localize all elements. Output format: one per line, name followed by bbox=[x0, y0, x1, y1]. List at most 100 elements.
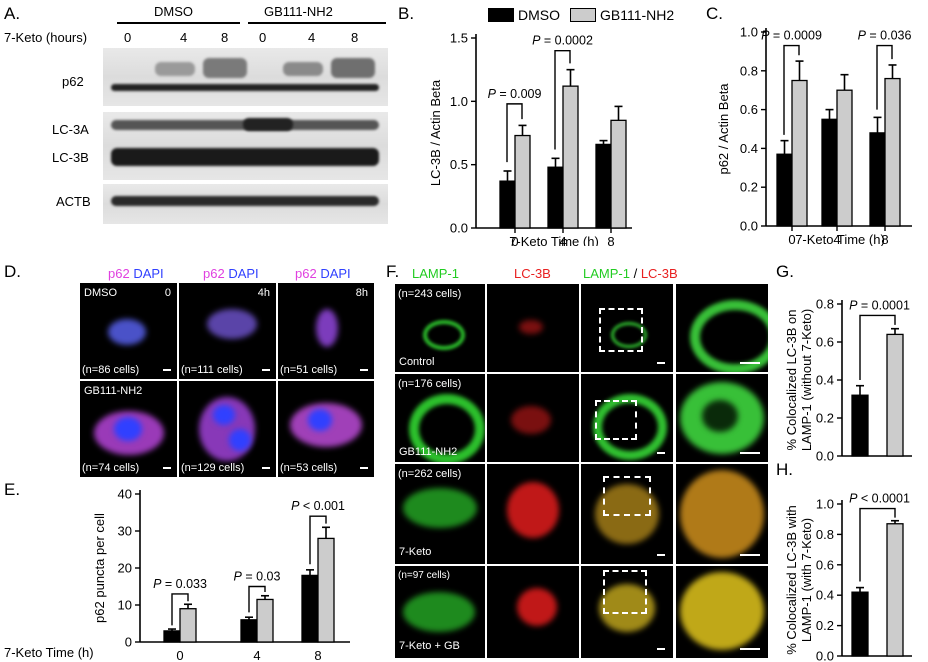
p-value-label: P = 0.0002 bbox=[532, 34, 593, 48]
header-lamp1: LAMP-1 bbox=[412, 266, 459, 281]
micrograph-f-ketogb-merge bbox=[581, 566, 673, 658]
bar bbox=[256, 598, 274, 643]
y-tick-label: 40 bbox=[118, 487, 132, 502]
micrograph-f-keto-lc3b bbox=[487, 464, 579, 564]
bar bbox=[851, 591, 869, 657]
significance-bracket bbox=[171, 593, 189, 626]
micrograph-f-keto-zoom bbox=[676, 464, 768, 564]
micrograph-f-gb-lamp: (n=176 cells) GB111-NH2 bbox=[395, 374, 485, 462]
y-tick-label: 20 bbox=[118, 561, 132, 576]
x-tick-label: 4 bbox=[559, 234, 566, 246]
significance-bracket bbox=[248, 585, 266, 613]
micrograph-f-control-lc3b bbox=[487, 284, 579, 372]
x-axis-label: 7-Keto Time (h) bbox=[795, 232, 885, 246]
y-tick-label: 0.6 bbox=[816, 557, 834, 572]
bar bbox=[776, 153, 793, 227]
panel-letter-d: D. bbox=[4, 262, 21, 281]
chart-b: 0.0 0.5 1.0 1.5 LC-3B / Actin Beta 0 4 8 7-Keto … bbox=[428, 31, 632, 246]
blot-time: 0 bbox=[259, 30, 267, 45]
x-axis-label: 7-Keto Time (h) bbox=[509, 234, 599, 246]
bar bbox=[886, 523, 904, 657]
micrograph-f-gb-merge bbox=[581, 374, 673, 462]
micrograph-f-ketogb-lc3b bbox=[487, 566, 579, 658]
micrograph-d-dmso-4: 4h (n=111 cells) bbox=[179, 283, 276, 379]
y-axis-label: LAMP-1 (with 7-Keto) bbox=[799, 518, 814, 642]
bar bbox=[884, 77, 901, 227]
bar bbox=[869, 132, 886, 227]
chart-c: 0.0 0.2 0.4 0.6 0.8 1.0 p62 / Actin Beta 0 4 87-K… bbox=[716, 26, 912, 246]
header-p62: p62 bbox=[295, 266, 317, 281]
bar bbox=[547, 166, 564, 229]
y-tick-label: 0.8 bbox=[740, 63, 758, 78]
y-tick-label: 0.0 bbox=[816, 649, 834, 662]
micrograph-d-gb-4: (n=129 cells) bbox=[179, 381, 276, 477]
micrograph-d-dmso-0: DMSO 0 (n=86 cells) bbox=[80, 283, 177, 379]
blot-group-underline-dmso bbox=[117, 22, 240, 24]
y-tick-label: 0.4 bbox=[816, 588, 834, 603]
p-value-label: P = 0.0009 bbox=[761, 29, 822, 43]
x-tick-label: 0 bbox=[511, 234, 518, 246]
bar bbox=[301, 574, 319, 643]
micrograph-f-ketogb-zoom bbox=[676, 566, 768, 658]
y-tick-label: 30 bbox=[118, 524, 132, 539]
bar bbox=[179, 608, 197, 643]
x-tick-label: 4 bbox=[833, 232, 840, 246]
y-tick-label: 0.0 bbox=[816, 449, 834, 464]
bar bbox=[514, 134, 531, 229]
micrograph-d-gb-0: GB111-NH2 (n=74 cells) bbox=[80, 381, 177, 477]
blot-group-dmso: DMSO bbox=[154, 4, 193, 19]
y-tick-label: 0.4 bbox=[816, 373, 834, 388]
y-tick-label: 0.2 bbox=[816, 618, 834, 633]
chart-h: 0.0 0.2 0.4 0.6 0.8 1.0 % Colocalized LC-3B wi… bbox=[784, 492, 912, 662]
blot-time: 8 bbox=[221, 30, 229, 45]
blot-strip-actb bbox=[103, 184, 388, 224]
micrograph-f-ketogb-lamp: (n=97 cells) 7-Keto + GB bbox=[395, 566, 485, 658]
header-lamp1: LAMP-1 bbox=[583, 266, 630, 281]
y-axis-label: p62 / Actin Beta bbox=[716, 83, 731, 175]
p-value-label: P = 0.03 bbox=[234, 570, 281, 584]
significance-bracket bbox=[506, 103, 523, 163]
panel-letter-c: C. bbox=[706, 4, 723, 23]
significance-bracket bbox=[309, 515, 327, 565]
chart-e: 0 10 20 30 40 p62 puncta per cell 0 4 8 7-Keto Ti… bbox=[4, 487, 350, 660]
blot-strip-p62 bbox=[103, 48, 388, 106]
x-tick-label: 0 bbox=[788, 232, 795, 246]
y-tick-label: 0.8 bbox=[816, 297, 834, 312]
panel-letter-g: G. bbox=[776, 262, 794, 281]
header-slash: / bbox=[629, 266, 641, 281]
p-value-label: P = 0.0001 bbox=[849, 298, 910, 312]
bar bbox=[851, 394, 869, 457]
x-tick-label: 0 bbox=[176, 648, 183, 660]
bar bbox=[562, 85, 579, 229]
x-tick-label: 4 bbox=[253, 648, 260, 660]
micrograph-f-control-zoom bbox=[676, 284, 768, 372]
legend-label-dmso: DMSO bbox=[518, 7, 560, 23]
panel-letter-f: F. bbox=[386, 262, 400, 281]
x-tick-label: 8 bbox=[881, 232, 888, 246]
blot-group-gb: GB111-NH2 bbox=[264, 4, 333, 19]
chart-g: 0.0 0.2 0.4 0.6 0.8 % Colocalized LC-3B on LAM… bbox=[784, 297, 912, 464]
panel-letter-b: B. bbox=[398, 4, 415, 23]
header-p62: p62 bbox=[108, 266, 130, 281]
header-lc3b: LC-3B bbox=[514, 266, 551, 281]
y-axis-label: p62 puncta per cell bbox=[92, 513, 107, 623]
y-tick-label: 0.8 bbox=[816, 527, 834, 542]
panel-letter-a: A. bbox=[4, 4, 21, 23]
significance-bracket bbox=[783, 44, 800, 135]
y-axis-label: % Colocalized LC-3B on bbox=[784, 310, 799, 451]
x-tick-label: 8 bbox=[314, 648, 321, 660]
bar bbox=[610, 119, 627, 229]
blot-strip-lc3 bbox=[103, 112, 388, 180]
micrograph-d-dmso-8: 8h (n=51 cells) bbox=[278, 283, 374, 379]
micrograph-f-control-lamp: (n=243 cells) Control bbox=[395, 284, 485, 372]
y-tick-label: 0.4 bbox=[740, 141, 758, 156]
y-tick-label: 0.0 bbox=[450, 221, 468, 236]
y-tick-label: 0.0 bbox=[740, 219, 758, 234]
bar bbox=[317, 537, 335, 643]
blot-label-actb: ACTB bbox=[56, 194, 91, 209]
blot-label-lc3a: LC-3A bbox=[52, 122, 89, 137]
bar bbox=[163, 630, 181, 643]
blot-time: 8 bbox=[351, 30, 359, 45]
y-tick-label: 1.0 bbox=[740, 26, 758, 40]
micrograph-f-control-merge bbox=[581, 284, 673, 372]
